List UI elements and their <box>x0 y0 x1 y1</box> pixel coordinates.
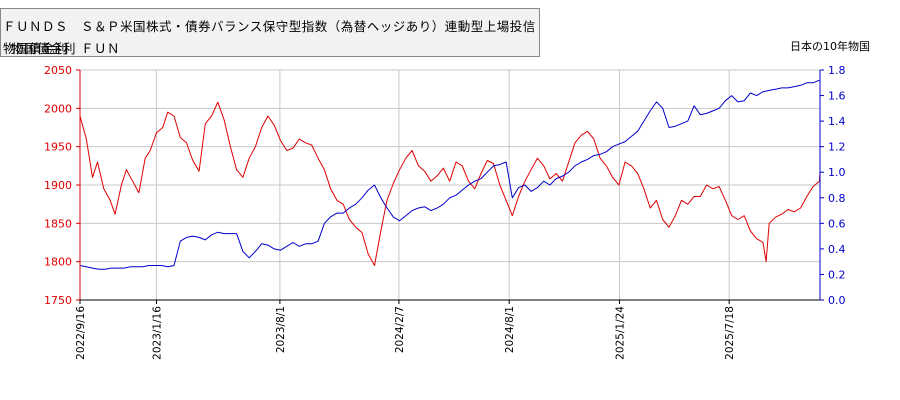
right-axis-tick-label: 0.6 <box>828 217 846 230</box>
x-axis-tick-label: 2023/1/16 <box>151 306 163 360</box>
series-layer <box>79 79 821 270</box>
legend-title-line2-overlap: 物国債金利 <box>11 41 77 56</box>
x-axis-tick-label: 2025/7/18 <box>724 306 736 360</box>
fund-price-line <box>79 101 821 266</box>
legend-title-line1: ＦＵＮＤＳ Ｓ＆Ｐ米国株式・債券バランス保守型指数（為替ヘッジあり）連動型上場投… <box>3 19 536 34</box>
axis-layer: 1750 1800 1850 1900 1950 2000 2050 0.0 0.2 0.4 0.6… <box>44 64 846 360</box>
legend-box: ＦＵＮＤＳ Ｓ＆Ｐ米国株式・債券バランス保守型指数（為替ヘッジあり）連動型上場投… <box>0 8 540 57</box>
left-axis-tick-label: 1800 <box>44 256 72 269</box>
x-axis-tick-label: 2025/1/24 <box>614 306 626 360</box>
x-axis-tick-label: 2024/8/1 <box>504 306 516 353</box>
right-axis-tick-label: 0.4 <box>828 243 846 256</box>
right-axis-title: 日本の10年物国 <box>790 40 870 53</box>
left-axis-tick-label: 1850 <box>44 217 72 230</box>
left-axis-tick-label: 1900 <box>44 179 72 192</box>
x-axis-tick-label: 2024/2/7 <box>394 306 406 353</box>
right-axis-tick-label: 0.8 <box>828 192 846 205</box>
right-axis-tick-label: 1.4 <box>828 115 846 128</box>
left-axis-tick-label: 1750 <box>44 294 72 307</box>
left-axis-tick-label: 2050 <box>44 64 72 77</box>
legend-title-line2: 物国債金利 ＦＵＮ <box>3 41 121 56</box>
right-axis-tick-label: 0.0 <box>828 294 846 307</box>
left-axis-tick-label: 1950 <box>44 141 72 154</box>
x-axis-tick-label: 2023/8/1 <box>275 306 287 353</box>
jgb-10y-yield-line <box>79 79 820 270</box>
right-axis-tick-label: 1.0 <box>828 166 846 179</box>
grid-layer <box>79 69 820 301</box>
right-axis-tick-label: 0.2 <box>828 268 846 281</box>
x-axis-tick-label: 2022/9/16 <box>75 306 87 360</box>
left-axis-tick-label: 2000 <box>44 102 72 115</box>
right-axis-tick-label: 1.6 <box>828 90 846 103</box>
right-axis-tick-label: 1.8 <box>828 64 846 77</box>
right-axis-tick-label: 1.2 <box>828 141 846 154</box>
